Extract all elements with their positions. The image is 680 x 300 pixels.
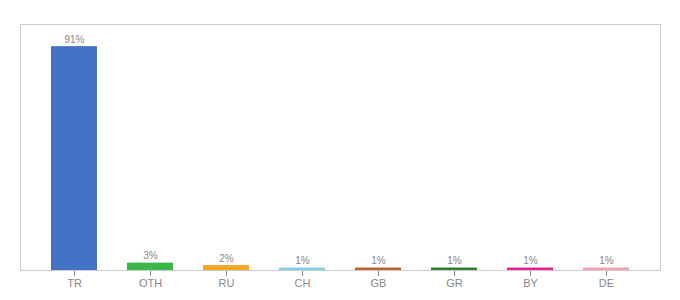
svg-text:OTH: OTH [139,277,162,289]
svg-text:TR: TR [67,277,82,289]
svg-text:1%: 1% [447,255,462,266]
svg-text:3%: 3% [143,250,158,261]
svg-text:GR: GR [446,277,463,289]
svg-text:1%: 1% [523,255,538,266]
svg-text:1%: 1% [599,255,614,266]
svg-text:91%: 91% [64,34,84,45]
svg-text:DE: DE [599,277,614,289]
svg-text:RU: RU [219,277,235,289]
svg-text:GB: GB [371,277,387,289]
svg-text:CH: CH [295,277,311,289]
svg-text:BY: BY [523,277,538,289]
svg-text:2%: 2% [219,253,234,264]
svg-text:1%: 1% [371,255,386,266]
svg-text:1%: 1% [295,255,310,266]
